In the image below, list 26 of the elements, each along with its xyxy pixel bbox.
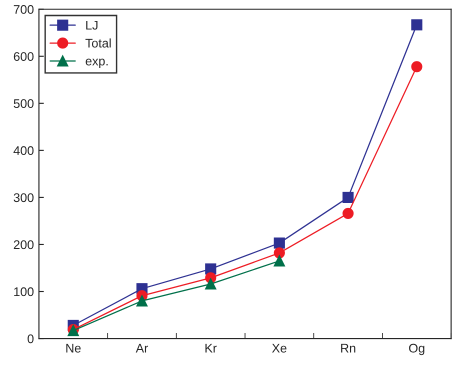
point: [411, 19, 422, 30]
legend-label: Total: [85, 38, 111, 48]
x-tick-label: Og: [409, 344, 424, 356]
point: [136, 295, 148, 306]
y-tick-label: 700: [14, 5, 34, 14]
point: [411, 61, 422, 72]
point: [342, 192, 354, 203]
point: [205, 278, 216, 290]
y-tick-label: 200: [14, 240, 34, 250]
x-tick-label: Kr: [205, 344, 217, 352]
legend-label: exp.: [86, 58, 108, 68]
x-tick-label: Rn: [341, 344, 356, 352]
point: [274, 255, 285, 266]
point: [274, 247, 285, 258]
y-tick-label: 400: [14, 146, 34, 156]
x-tick-label: Ar: [136, 344, 148, 352]
y-tick-label: 0: [28, 334, 34, 344]
y-tick-label: 500: [14, 99, 34, 108]
point: [342, 208, 354, 219]
point: [274, 237, 285, 249]
y-tick-label: 100: [14, 287, 34, 296]
y-tick-label: 300: [14, 193, 34, 202]
legend-label: LJ: [86, 20, 98, 30]
y-tick-label: 600: [14, 52, 34, 61]
x-tick-label: Xe: [272, 344, 286, 353]
x-tick-label: Ne: [66, 344, 81, 353]
